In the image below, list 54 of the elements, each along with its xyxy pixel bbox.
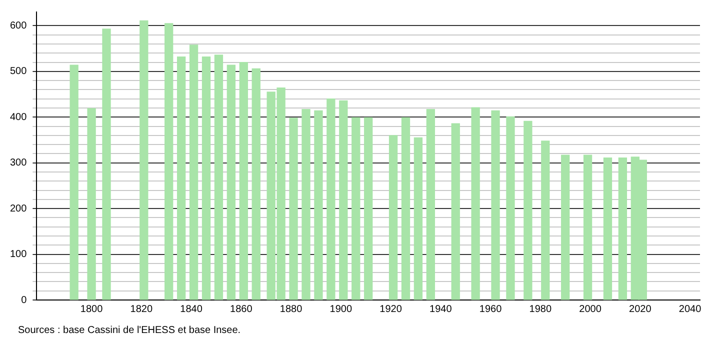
x-tick-label: 1980 xyxy=(529,304,552,315)
source-note: Sources : base Cassini de l'EHESS et base Insee. xyxy=(18,325,241,336)
bar xyxy=(226,64,236,300)
y-tick-label: 400 xyxy=(10,112,28,123)
bar xyxy=(314,110,323,300)
bar xyxy=(541,140,550,300)
x-tick-label: 1860 xyxy=(230,304,253,315)
y-tick-label: 200 xyxy=(10,203,28,214)
bar xyxy=(202,56,211,300)
bar xyxy=(326,98,336,300)
x-tick-label: 1800 xyxy=(80,304,104,315)
x-tick-label: 1880 xyxy=(280,304,303,315)
bar xyxy=(289,118,298,300)
bar xyxy=(618,158,628,300)
bar xyxy=(87,108,96,300)
x-tick-label: 1820 xyxy=(130,304,153,315)
bar xyxy=(140,20,148,300)
bar xyxy=(189,44,198,300)
bar xyxy=(176,56,186,300)
bar xyxy=(491,110,500,300)
bar xyxy=(339,100,348,300)
bar xyxy=(252,68,260,300)
bar xyxy=(214,54,224,300)
x-tick-label: 1920 xyxy=(380,304,402,315)
x-tick-label: 1960 xyxy=(479,304,502,315)
x-tick-label: 1900 xyxy=(330,304,352,315)
bar xyxy=(561,154,570,300)
bar xyxy=(583,154,592,300)
bar xyxy=(506,116,515,300)
x-tick-label: 2020 xyxy=(629,304,652,315)
bar xyxy=(302,109,310,300)
bar xyxy=(164,23,174,300)
bar xyxy=(603,158,612,300)
x-tick-label: 1840 xyxy=(180,304,203,315)
bar xyxy=(414,137,423,300)
y-tick-label: 100 xyxy=(10,249,28,260)
bar xyxy=(70,64,78,300)
x-tick-label: 2000 xyxy=(579,304,602,315)
y-tick-label: 600 xyxy=(10,20,28,32)
bar xyxy=(388,135,398,300)
bar xyxy=(401,117,410,300)
bar xyxy=(102,28,111,300)
y-tick-label: 300 xyxy=(10,158,28,169)
bar xyxy=(471,107,480,300)
bar xyxy=(426,109,436,300)
y-tick-label: 500 xyxy=(10,66,28,78)
x-tick-label: 1940 xyxy=(430,304,452,315)
bar xyxy=(364,117,373,300)
bar xyxy=(524,120,532,300)
y-tick-label: 0 xyxy=(21,294,28,306)
x-tick-label: 2040 xyxy=(678,304,702,315)
bar xyxy=(239,62,248,300)
bar xyxy=(352,117,360,300)
bar xyxy=(451,123,460,300)
